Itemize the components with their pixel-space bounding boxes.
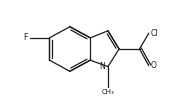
Text: F: F <box>23 33 28 42</box>
Text: Cl: Cl <box>151 29 158 38</box>
Text: CH₃: CH₃ <box>102 89 114 95</box>
Text: N: N <box>99 62 105 71</box>
Text: O: O <box>151 61 157 70</box>
